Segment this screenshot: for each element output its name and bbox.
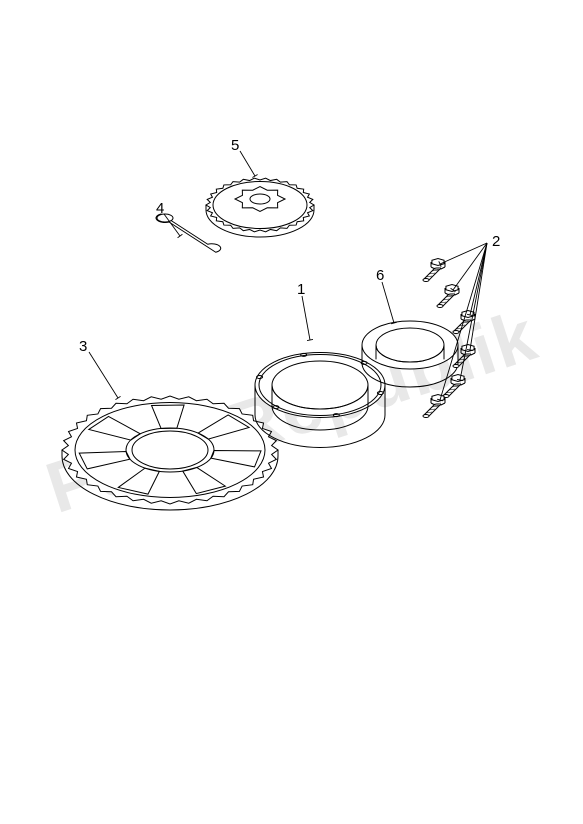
callout-2: 2 xyxy=(492,233,500,250)
callout-5: 5 xyxy=(231,137,239,154)
callout-3: 3 xyxy=(79,338,87,355)
callout-6: 6 xyxy=(376,267,384,284)
callout-4: 4 xyxy=(156,200,164,217)
callout-1: 1 xyxy=(297,281,305,298)
parts-diagram-canvas xyxy=(0,0,583,824)
